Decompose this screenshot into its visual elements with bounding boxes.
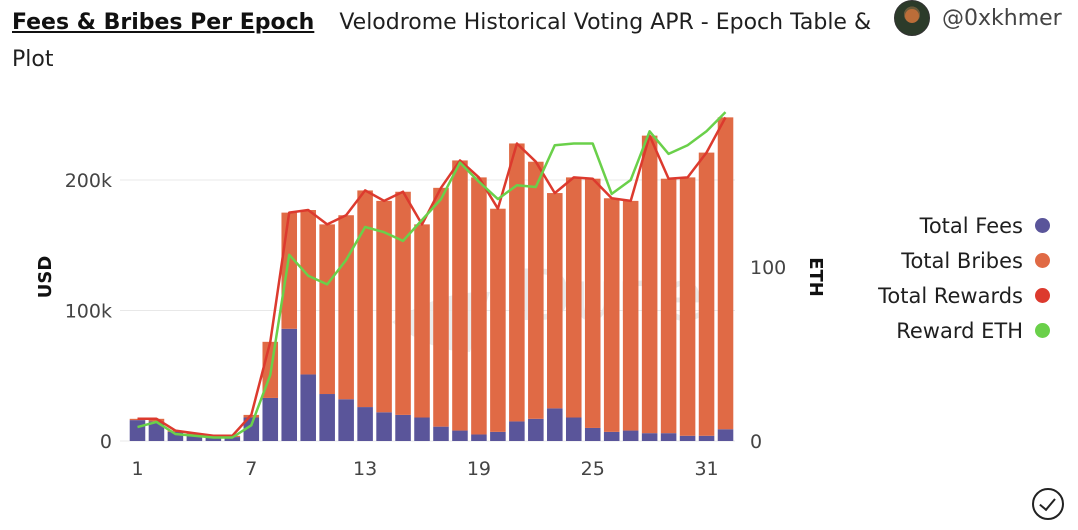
x-tick-label: 7 <box>245 458 257 480</box>
y-left-axis-title: USD <box>35 256 56 299</box>
bar-total-fees <box>641 433 658 441</box>
bar-total-bribes <box>698 152 715 436</box>
bar-total-fees <box>660 433 677 441</box>
y-right-tick-label: 0 <box>750 431 762 453</box>
bar-total-bribes <box>565 177 582 418</box>
bar-total-fees <box>129 420 146 441</box>
bar-total-bribes <box>300 210 316 375</box>
y-right-axis-title: ETH <box>805 257 826 297</box>
legend-dot-icon <box>1035 253 1050 268</box>
y-left-tick-label: 0 <box>100 431 112 453</box>
chart-header: Fees & Bribes Per Epoch Velodrome Histor… <box>12 4 872 78</box>
x-tick-label: 13 <box>353 458 377 480</box>
author-block[interactable]: @0xkhmer <box>894 0 1062 36</box>
bar-total-fees <box>490 431 506 441</box>
x-tick-label: 31 <box>694 458 718 480</box>
bar-total-fees <box>679 435 696 441</box>
bar-series <box>129 117 734 441</box>
bar-total-fees <box>186 434 203 441</box>
bar-total-fees <box>300 374 316 441</box>
bar-total-bribes <box>603 198 620 432</box>
legend-item-total-bribes[interactable]: Total Bribes <box>860 243 1050 278</box>
legend-label: Total Rewards <box>878 283 1023 308</box>
line-series <box>137 111 727 439</box>
y-left-tick-label: 200k <box>65 170 112 192</box>
chart-legend: Total Fees Total Bribes Total Rewards Re… <box>860 208 1050 348</box>
bar-total-fees <box>528 418 544 441</box>
bar-total-fees <box>243 417 260 441</box>
legend-item-total-rewards[interactable]: Total Rewards <box>860 278 1050 313</box>
bar-total-bribes <box>547 193 563 409</box>
axes: 0 100k 200k 0 100 1 7 13 19 25 31 USD ETH <box>35 170 826 480</box>
check-circle-icon[interactable] <box>1032 488 1064 520</box>
bar-total-fees <box>205 437 222 441</box>
bar-total-bribes <box>509 143 525 422</box>
bar-total-fees <box>698 435 715 441</box>
bar-total-bribes <box>584 178 601 428</box>
line-total-rewards <box>137 116 727 438</box>
chart-title-link[interactable]: Fees & Bribes Per Epoch <box>12 10 315 35</box>
bar-total-fees <box>319 394 335 441</box>
x-tick-label: 1 <box>131 458 143 480</box>
bar-total-fees <box>357 407 373 441</box>
bar-total-fees <box>414 417 430 441</box>
bar-total-fees <box>717 429 734 441</box>
x-tick-label: 19 <box>467 458 491 480</box>
bar-total-fees <box>565 417 582 441</box>
bar-total-bribes <box>471 177 487 435</box>
legend-dot-icon <box>1035 288 1050 303</box>
bar-total-fees <box>281 328 298 441</box>
bar-total-fees <box>622 430 639 441</box>
bar-total-fees <box>471 434 487 441</box>
bar-total-bribes <box>129 418 146 421</box>
bar-total-fees <box>452 430 468 441</box>
bar-total-bribes <box>641 135 658 434</box>
bar-total-fees <box>603 431 620 441</box>
author-handle[interactable]: @0xkhmer <box>942 5 1062 31</box>
bar-total-fees <box>433 426 449 441</box>
bar-total-bribes <box>357 190 373 408</box>
bar-total-fees <box>395 414 411 441</box>
bar-total-bribes <box>452 160 468 431</box>
legend-dot-icon <box>1035 323 1050 338</box>
avatar <box>894 0 930 36</box>
bar-total-bribes <box>319 224 335 395</box>
query-subtitle: Velodrome Historical Voting APR - Epoch … <box>12 10 872 72</box>
bar-total-bribes <box>660 178 677 434</box>
legend-label: Total Bribes <box>901 248 1023 273</box>
x-tick-label: 25 <box>581 458 605 480</box>
bar-total-fees <box>376 412 392 441</box>
bar-total-fees <box>167 431 184 441</box>
bar-total-bribes <box>679 177 696 436</box>
bar-total-bribes <box>376 200 392 413</box>
bar-total-fees <box>262 397 279 441</box>
line-reward-eth <box>137 111 727 439</box>
y-right-tick-label: 100 <box>750 257 786 279</box>
bar-total-bribes <box>281 212 298 329</box>
bar-total-fees <box>547 408 563 441</box>
bar-total-fees <box>224 437 241 441</box>
bar-total-bribes <box>395 191 411 415</box>
bar-total-fees <box>148 421 165 441</box>
bar-total-bribes <box>433 187 449 427</box>
legend-label: Total Fees <box>919 213 1023 238</box>
legend-label: Reward ETH <box>896 318 1023 343</box>
bar-total-bribes <box>414 224 430 418</box>
bar-total-bribes <box>717 117 734 430</box>
legend-item-total-fees[interactable]: Total Fees <box>860 208 1050 243</box>
legend-item-reward-eth[interactable]: Reward ETH <box>860 313 1050 348</box>
legend-dot-icon <box>1035 218 1050 233</box>
bar-total-fees <box>338 399 354 441</box>
bar-total-bribes <box>528 161 544 419</box>
y-left-tick-label: 100k <box>65 301 112 323</box>
bar-total-fees <box>584 427 601 441</box>
bar-total-bribes <box>622 200 639 431</box>
bar-total-bribes <box>490 208 506 432</box>
bar-total-fees <box>509 421 525 441</box>
bar-total-bribes <box>338 215 354 400</box>
